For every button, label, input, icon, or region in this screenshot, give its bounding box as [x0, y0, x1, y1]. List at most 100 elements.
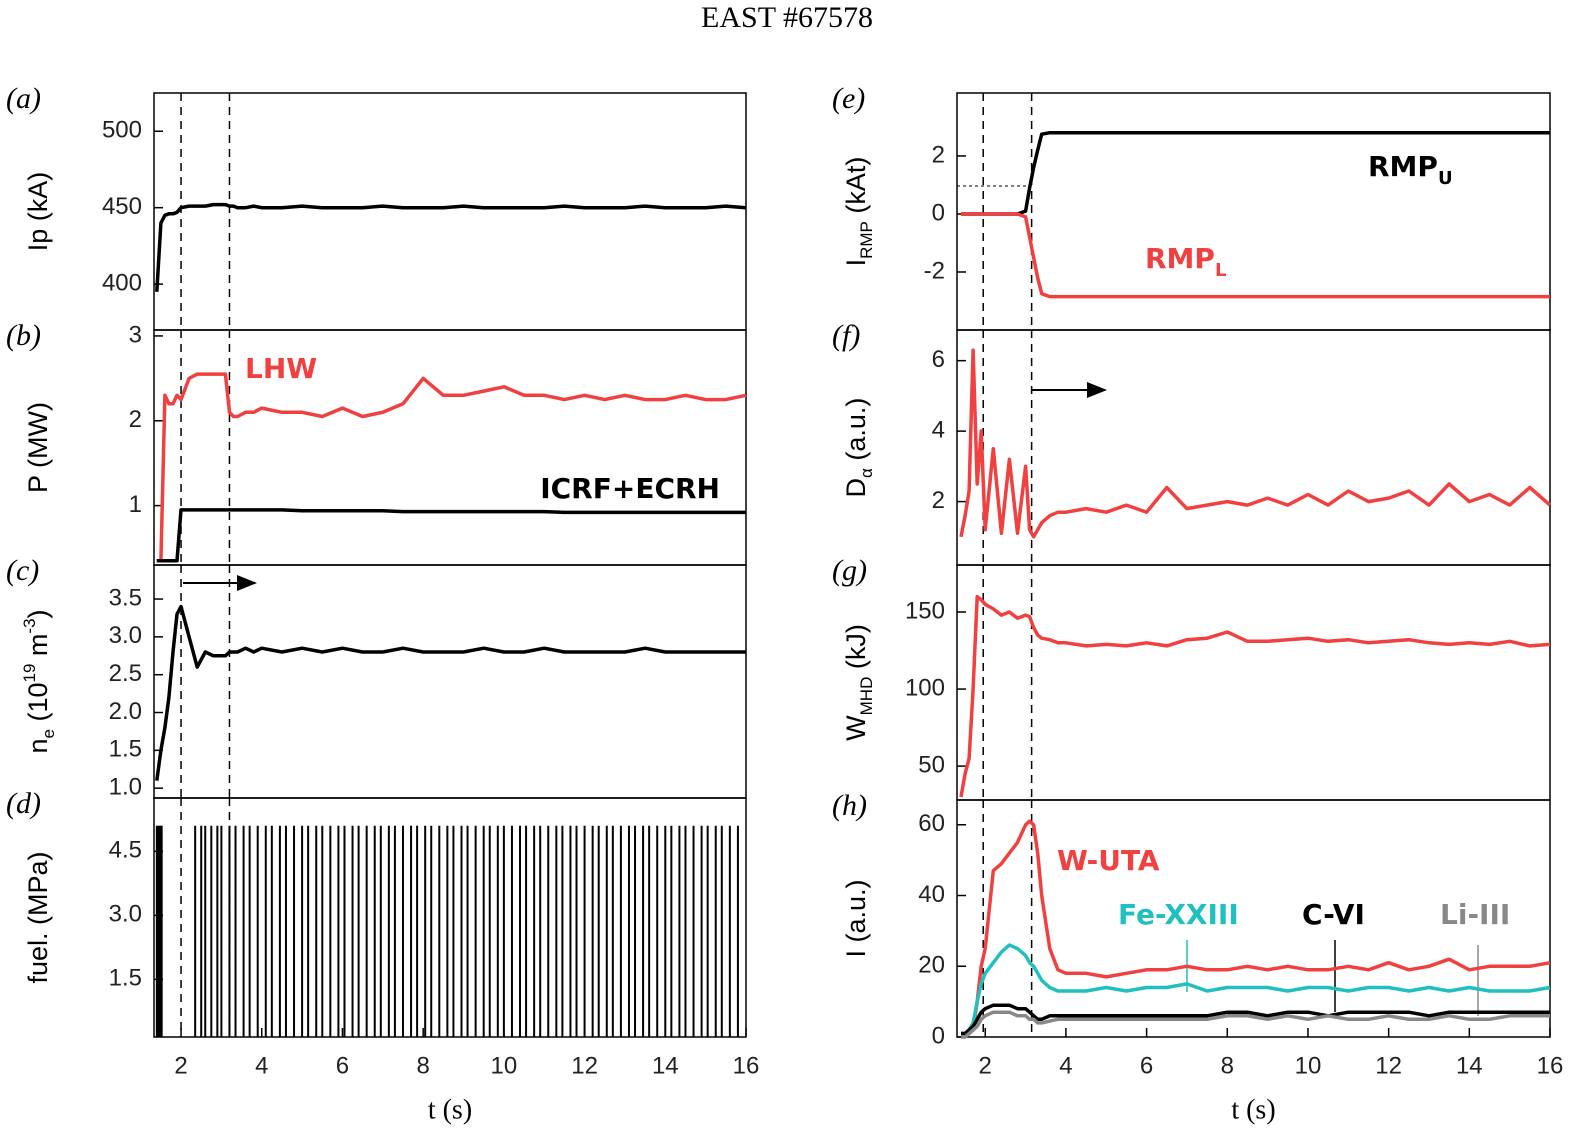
- series-line: [156, 508, 746, 563]
- y-tick-label: 2.0: [109, 698, 142, 725]
- series-label: W-UTA: [1057, 844, 1160, 877]
- x-tick-label: 14: [652, 1052, 679, 1079]
- y-tick-label: 3.0: [109, 901, 142, 928]
- y-tick-label: 2: [129, 406, 142, 433]
- y-axis-label-part: D: [841, 478, 871, 498]
- y-tick-label: 150: [905, 597, 945, 624]
- series-line: [961, 819, 1551, 1036]
- x-tick-label: 12: [1375, 1052, 1402, 1079]
- y-axis-label-part: P (MW): [23, 402, 53, 493]
- series-line: [961, 1010, 1550, 1039]
- x-tick-label: 16: [733, 1052, 760, 1079]
- y-axis-label-part: α: [857, 468, 876, 478]
- panel-label: (a): [6, 82, 41, 115]
- y-axis-label-part: Ip (kA): [23, 172, 53, 252]
- series-label-name: ICRF+ECRH: [540, 472, 720, 505]
- x-tick-label: 6: [336, 1052, 349, 1079]
- x-tick-label: 14: [1456, 1052, 1483, 1079]
- y-axis-label-part: -3: [20, 618, 39, 633]
- y-axis-label-part: ): [23, 609, 53, 618]
- y-axis-label-part: n: [23, 739, 53, 754]
- plot-frame: [956, 329, 1551, 566]
- y-tick-label: 500: [102, 117, 142, 144]
- x-tick-label: 8: [416, 1052, 429, 1079]
- panel-label: (b): [6, 319, 41, 352]
- y-tick-label: 0: [932, 1022, 945, 1049]
- y-axis-label-part: m: [23, 634, 53, 664]
- x-axis-label: t (s): [428, 1094, 472, 1125]
- y-axis-label-part: RMP: [857, 221, 876, 259]
- y-axis-label-part: (kAt): [841, 157, 871, 222]
- y-axis-label: Dα (a.u.): [841, 398, 876, 498]
- x-tick-label: 4: [255, 1052, 268, 1079]
- figure-title: EAST #67578: [701, 1, 873, 34]
- y-axis-label: I (a.u.): [841, 879, 871, 957]
- x-tick-label: 8: [1221, 1052, 1234, 1079]
- series-label-sub: L: [1215, 260, 1226, 281]
- y-tick-label: 1.0: [109, 774, 142, 801]
- y-tick-label: 60: [918, 810, 945, 837]
- x-tick-label: 2: [174, 1052, 187, 1079]
- y-axis-label-part: (a.u.): [841, 398, 871, 469]
- y-axis-label: WMHD (kJ): [841, 624, 876, 741]
- y-tick-label: 2.5: [109, 660, 142, 687]
- x-tick-label: 2: [979, 1052, 992, 1079]
- y-tick-label: 2: [932, 141, 945, 168]
- series-line: [959, 348, 1552, 539]
- series-line: [155, 202, 747, 292]
- y-tick-label: 3: [129, 321, 142, 348]
- panel-label: (h): [832, 789, 867, 822]
- y-tick-label: 100: [905, 674, 945, 701]
- panel-label: (g): [832, 554, 867, 587]
- x-tick-label: 6: [1140, 1052, 1153, 1079]
- series-line: [959, 594, 1551, 798]
- y-tick-label: 4: [932, 416, 945, 443]
- plot-frame: [153, 92, 747, 331]
- y-axis-label-part: e: [39, 729, 58, 738]
- series-label-name: Fe-XXIII: [1118, 898, 1239, 931]
- panel-label: (c): [6, 554, 39, 587]
- series-label: Li-III: [1440, 898, 1510, 931]
- plot-frame: [956, 799, 1551, 1038]
- x-tick-label: 12: [571, 1052, 598, 1079]
- y-tick-label: 3.0: [109, 622, 142, 649]
- y-tick-label: 400: [102, 269, 142, 296]
- x-tick-label: 4: [1059, 1052, 1072, 1079]
- y-axis-label: ne (1019 m-3): [20, 609, 58, 753]
- series-label: LHW: [245, 352, 317, 385]
- panel-label: (e): [832, 82, 865, 115]
- series-label-sub: U: [1438, 168, 1453, 189]
- y-axis-label-part: W: [841, 715, 871, 741]
- series-line: [961, 943, 1551, 1036]
- series-label-name: RMP: [1368, 150, 1438, 183]
- y-tick-label: 1.5: [109, 736, 142, 763]
- series-label: C-VI: [1302, 898, 1365, 931]
- x-tick-label: 10: [491, 1052, 518, 1079]
- x-axis-label: t (s): [1231, 1094, 1275, 1125]
- y-tick-label: 20: [918, 952, 945, 979]
- plot-frame: [153, 329, 747, 566]
- series-line: [961, 130, 1550, 216]
- series-label-name: Li-III: [1440, 898, 1510, 931]
- y-axis-label-part: (10: [23, 683, 53, 730]
- series-label-name: RMP: [1145, 242, 1215, 275]
- panel-label: (d): [6, 787, 41, 820]
- panel-label: (f): [832, 319, 860, 352]
- x-tick-label: 16: [1537, 1052, 1564, 1079]
- y-axis-label-part: (kJ): [841, 624, 871, 676]
- y-tick-label: 50: [918, 751, 945, 778]
- y-tick-label: 3.5: [109, 584, 142, 611]
- y-axis-label: Ip (kA): [23, 172, 53, 252]
- series-line: [156, 372, 747, 563]
- y-axis-label: P (MW): [23, 402, 53, 493]
- y-axis-label: IRMP (kAt): [841, 157, 876, 267]
- y-axis-label-part: fuel. (MPa): [23, 851, 53, 983]
- series-label: ICRF+ECRH: [540, 472, 720, 505]
- plot-frame: [153, 797, 747, 1038]
- x-tick-label: 10: [1295, 1052, 1322, 1079]
- y-tick-label: 1.5: [109, 965, 142, 992]
- series-label-name: C-VI: [1302, 898, 1365, 931]
- y-tick-label: 6: [932, 346, 945, 373]
- plot-frame: [153, 564, 747, 799]
